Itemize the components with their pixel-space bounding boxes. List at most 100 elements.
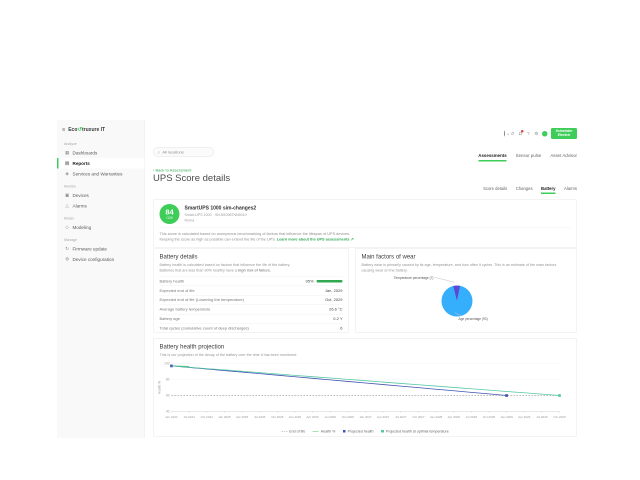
search-icon[interactable] [502,130,507,137]
search-glass [503,130,505,137]
sidebar-item-modeling[interactable]: ◇ Modeling [57,222,145,233]
subtab-battery[interactable]: Battery [541,186,556,194]
battery-row-value: 0.2 Y [333,316,343,321]
legend-swatch [281,431,288,432]
sidebar: ≡ Eco↺truxure IT Analyze ▦ Dashboards ▤ Repo… [57,120,145,438]
x-tick: Jan 2028 [430,415,443,419]
menu-icon[interactable]: ≡ [62,126,66,133]
tab-sensor-pulse[interactable]: Sensor pulse [515,153,542,158]
sidebar-item-services-and-warranties[interactable]: ◈ Services and Warranties [57,169,145,180]
x-tick: Apr 2029 [518,415,531,419]
device-location: Roma [184,218,195,223]
x-tick: Jul 2028 [466,415,478,419]
score-description-line1: This score is calculated based on anonym… [159,231,351,237]
logo-text-prefix: Eco [68,127,78,133]
sidebar-item-label: Devices [72,192,89,198]
main-factors-card: Main factors of wear Battery wear is pri… [355,248,577,333]
x-tick: Jul 2026 [325,415,337,419]
battery-row: Expected end of life (Lowering the tempe… [159,295,343,304]
score-description-line2: Keeping the score as high as possible ca… [159,237,276,242]
x-tick: Apr 2026 [306,415,319,419]
ecostruxure-loop-icon: ↺ [77,126,82,133]
sidebar-sections: Analyze ▦ Dashboards ▤ Reports ◈ Services and … [57,137,145,265]
sidebar-item-alarms[interactable]: △ Alarms [57,201,145,212]
learn-more-link[interactable]: Learn more about the UPS assessments ↗ [276,237,354,242]
sidebar-item-device-configuration[interactable]: ⚙ Device configuration [57,254,145,265]
settings-icon[interactable]: ⚙ [534,130,539,136]
x-tick: Apr 2027 [377,415,390,419]
legend-item-projected-health: Projected health [342,429,374,434]
sidebar-item-dashboards[interactable]: ▦ Dashboards [57,148,145,159]
history-icon[interactable]: ↺ [510,130,515,136]
notifications-icon[interactable]: Ω [518,130,524,137]
tab-asset-advisor[interactable]: Asset Advisor [550,153,577,158]
help-icon[interactable]: ? [527,131,530,137]
back-link-label: Back to Assessment [155,168,192,173]
sidebar-section-label: Analyze [64,141,77,147]
services-and-warranties-icon: ◈ [65,171,69,176]
subtab-score-details[interactable]: Score details [483,186,508,191]
tab-assessments[interactable]: Assessments [478,153,507,162]
x-tick: Apr 2024 [165,415,178,419]
sidebar-item-label: Dashboards [72,150,98,156]
y-axis-label: Health % [158,381,162,394]
subtab-alarms[interactable]: Alarms [563,186,577,191]
score-value: 84 [165,207,174,217]
schneider-electric-logo: Schneider Electric [551,128,577,140]
devices-icon: ▣ [64,192,70,198]
location-selector[interactable]: ⌂ All locations [153,147,214,157]
app-logo: Eco↺truxure IT [68,126,105,133]
battery-row: Average battery temperature 26.6 °C [159,304,343,313]
location-icon: ⌂ [157,149,160,155]
top-tabs: Assessments Sensor pulse Asset Advisor [478,153,577,162]
sidebar-item-label: Device configuration [72,256,115,262]
y-tick: 60 [166,394,170,398]
sidebar-item-reports[interactable]: ▤ Reports [57,158,145,169]
sidebar-item-devices[interactable]: ▣ Devices [57,190,145,201]
back-to-assessment-link[interactable]: ‹ Back to Assessment [153,168,191,173]
legend-label: Projected health [347,429,374,434]
user-avatar[interactable] [542,130,548,137]
high-risk-text: high risk of failure. [237,267,272,273]
app-window: ≡ Eco↺truxure IT Analyze ▦ Dashboards ▤ Repo… [57,120,580,438]
y-tick: 80 [166,378,170,382]
x-tick: Jan 2027 [359,415,372,419]
battery-row-value: Jan, 2029 [324,288,343,293]
battery-row: Expected end of life Jan, 2029 [159,285,343,295]
series-projected-health-at-optimal-temperature [171,365,560,396]
score-description: This score is calculated based on anonym… [160,231,571,242]
back-icon: ‹ [153,168,155,173]
sidebar-item-label: Reports [72,160,90,166]
score-header: 84 /100 SmartUPS 1000 sim-changes2 Smart… [159,204,571,224]
legend-item-health: Health % [312,429,335,434]
firmware-update-icon: ↻ [65,246,69,251]
subtab-changes[interactable]: Changes [515,186,533,191]
x-tick: Jul 2024 [183,415,195,419]
x-tick: Jul 2027 [395,415,407,419]
header-icons: ↺ Ω? ⚙ [502,130,539,137]
battery-details-card: Battery details Battery health is calcul… [153,248,349,333]
sidebar-header: ≡ Eco↺truxure IT [57,120,145,137]
notification-badge [521,130,524,133]
x-tick: Oct 2029 [553,415,566,419]
sidebar-item-firmware-update[interactable]: ↻ Firmware update [57,244,145,255]
sidebar-item-label: Modeling [72,224,92,230]
legend-swatch [312,431,319,432]
sidebar-section-label: Model [64,216,74,221]
main-factors-title: Main factors of wear [361,253,416,260]
battery-row-label: Expected end of life [159,288,195,293]
ups-score-card: 84 /100 SmartUPS 1000 sim-changes2 Smart… [153,199,577,248]
modeling-icon: ◇ [65,224,69,230]
legend-label: Projected health at optimal temperature [385,429,449,434]
callout-line-temperature [434,277,455,283]
location-selector-label: All locations [162,149,184,155]
projection-description: This is our projection of the decay of t… [159,352,298,358]
series-marker [558,394,561,397]
reports-icon: ▤ [64,160,70,166]
battery-row-label: Expected end of life (Lowering the tempe… [159,297,244,303]
device-model: Smart-UPS 1000 · SN AS0987NN5010 [184,212,247,217]
y-tick: 40 [166,410,170,414]
sidebar-item-label: Alarms [72,203,87,209]
